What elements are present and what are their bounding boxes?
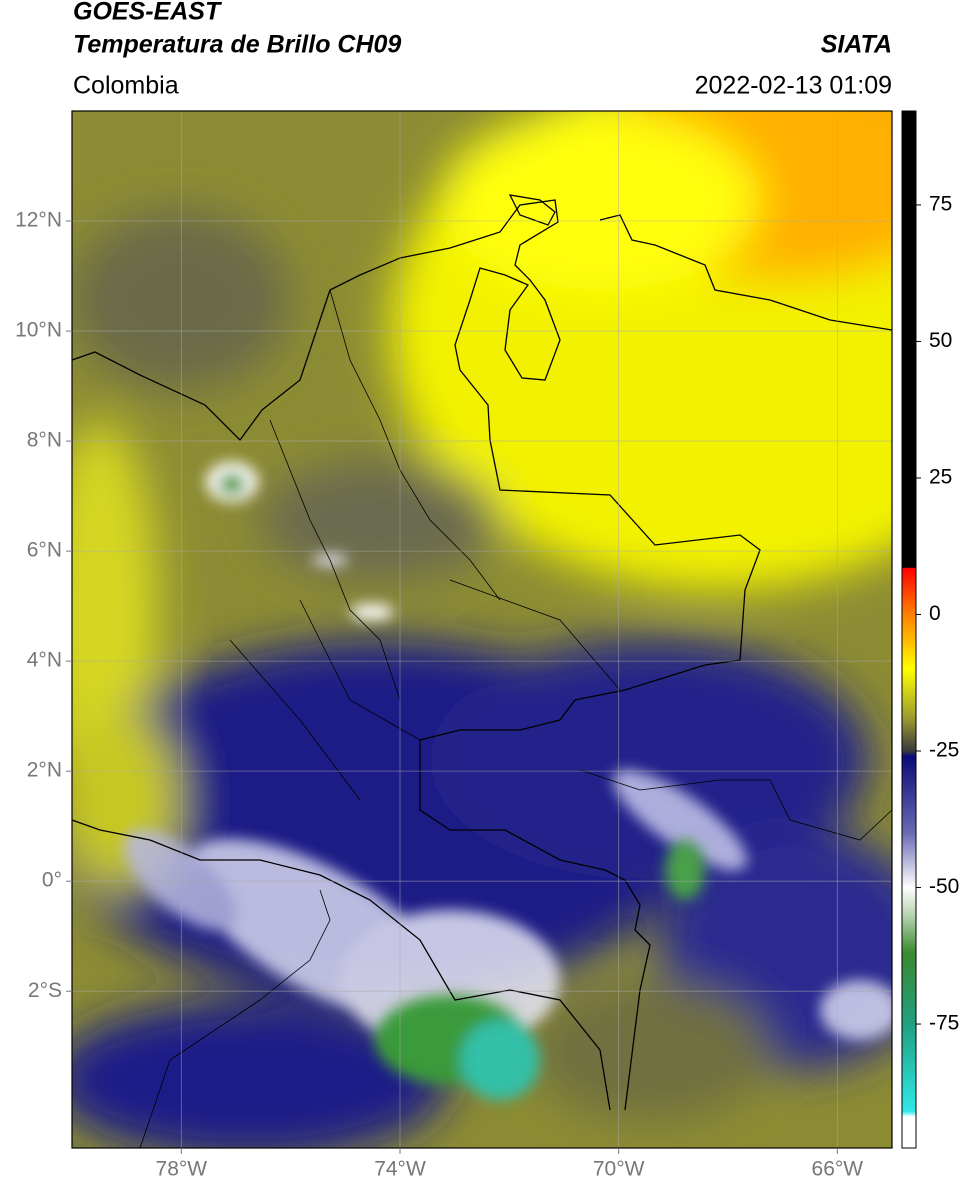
colorbar-tick-label: 25 <box>929 466 952 489</box>
colorbar <box>901 110 917 1149</box>
y-tick-label: 10°N <box>15 319 62 342</box>
y-tick-label: 12°N <box>15 209 62 232</box>
x-tick-label: 78°W <box>156 1158 208 1181</box>
datetime: 2022-02-13 01:09 <box>695 72 892 100</box>
colorbar-tick-label: 0 <box>929 602 941 625</box>
subtitle: Temperatura de Brillo CH09 <box>73 31 401 59</box>
y-tick-label: 2°N <box>27 759 62 782</box>
map-frame <box>71 110 893 1149</box>
colorbar-tick-label: 75 <box>929 192 952 215</box>
satellite-field <box>72 111 892 1148</box>
y-tick-label: 2°S <box>28 979 62 1002</box>
x-tick-label: 66°W <box>812 1158 864 1181</box>
y-tick-label: 6°N <box>27 539 62 562</box>
colorbar-tick-label: -50 <box>929 875 959 898</box>
boundaries <box>72 194 892 1148</box>
source: SIATA <box>821 31 892 59</box>
title: GOES-EAST <box>73 0 223 26</box>
colorbar-tick-label: -75 <box>929 1012 959 1035</box>
colorbar-tick-label: -25 <box>929 739 959 762</box>
x-tick-label: 74°W <box>374 1158 426 1181</box>
x-tick-label: 70°W <box>593 1158 645 1181</box>
y-tick-label: 0° <box>42 869 62 892</box>
region: Colombia <box>73 72 179 100</box>
colorbar-tick-label: 50 <box>929 329 952 352</box>
y-tick-label: 4°N <box>27 649 62 672</box>
y-tick-label: 8°N <box>27 429 62 452</box>
